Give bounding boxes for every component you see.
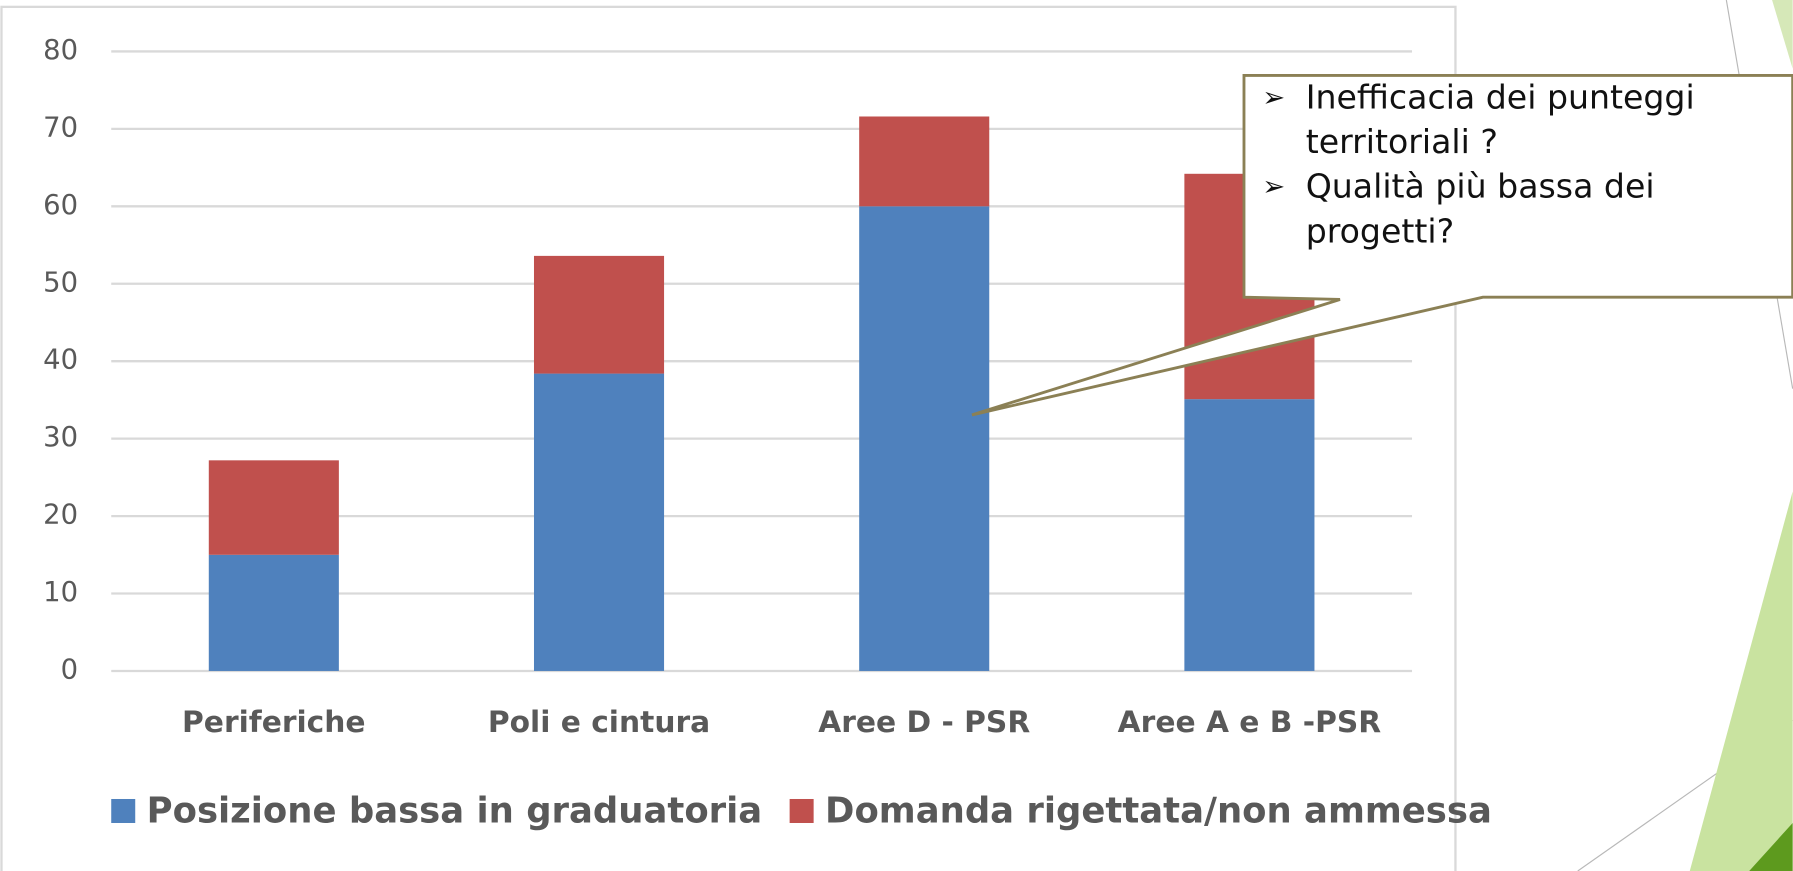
legend-swatch xyxy=(111,798,136,823)
y-tick-label: 40 xyxy=(43,345,78,376)
callout-text: Inefficacia dei punteggi territoriali ?Q… xyxy=(1246,75,1790,253)
y-tick-label: 60 xyxy=(43,190,78,221)
bar xyxy=(859,116,990,207)
x-tick-label: Poli e cintura xyxy=(488,705,710,740)
annotation: Inefficacia dei punteggi territoriali ? xyxy=(1262,75,1791,164)
bar xyxy=(208,554,339,671)
callout-list: Inefficacia dei punteggi territoriali ?Q… xyxy=(1246,75,1790,253)
y-tick-label: 0 xyxy=(61,654,78,685)
decor-triangle xyxy=(1772,0,1793,69)
bar xyxy=(859,206,990,671)
y-tick-label: 50 xyxy=(43,267,78,298)
x-tick-label: Aree D - PSR xyxy=(818,705,1030,740)
x-tick-label: Periferiche xyxy=(182,705,366,740)
y-tick-label: 70 xyxy=(43,112,78,143)
x-tick-label: Aree A e B -PSR xyxy=(1118,705,1382,740)
bar xyxy=(208,460,339,555)
callout: Inefficacia dei punteggi territoriali ?Q… xyxy=(1246,75,1790,294)
bar xyxy=(533,373,665,671)
y-tick-label: 30 xyxy=(43,422,78,453)
bar xyxy=(1184,399,1315,671)
y-tick-label: 10 xyxy=(43,577,78,608)
legend-swatch xyxy=(789,798,814,823)
legend-label: Posizione bassa in graduatoria xyxy=(147,791,763,832)
y-tick-label: 20 xyxy=(43,500,78,531)
annotation: Qualità più bassa dei progetti? xyxy=(1262,165,1791,254)
bar xyxy=(533,255,665,374)
y-tick-label: 80 xyxy=(43,35,78,66)
decor-triangle xyxy=(1749,822,1793,871)
legend-label: Domanda rigettata/non ammessa xyxy=(825,791,1492,832)
decor-triangle xyxy=(1689,491,1793,871)
